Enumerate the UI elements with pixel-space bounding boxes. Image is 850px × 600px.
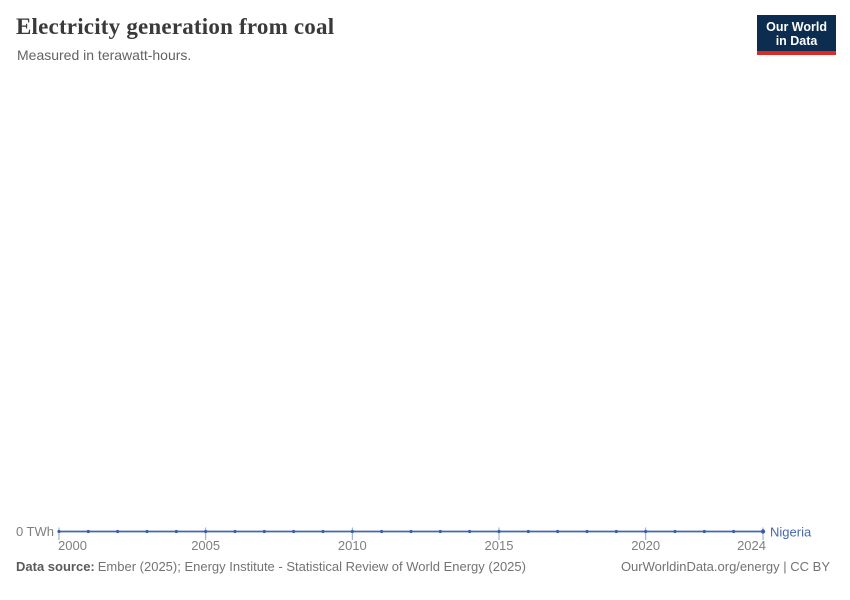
x-axis-tick-label: 2005 [191,538,220,553]
data-point [204,529,208,534]
data-source-note[interactable]: Data source: Ember (2025); Energy Institu… [16,559,526,575]
data-point [644,529,648,534]
data-point [438,529,442,534]
data-point [86,529,90,534]
data-point [556,529,560,534]
data-point [732,529,736,534]
data-point [380,529,384,534]
data-point [145,529,149,534]
x-axis-tick-label: 2010 [338,538,367,553]
data-source-text: Ember (2025); Energy Institute - Statist… [97,559,526,574]
data-point [673,529,677,534]
data-point [526,529,530,534]
page-title: Electricity generation from coal [16,14,335,39]
data-point [585,529,589,534]
data-point [702,529,706,534]
data-point [57,529,61,534]
chart-header: Electricity generation from coal Measure… [16,13,334,64]
data-point [350,529,354,534]
chart-subtitle: Measured in terawatt-hours. [17,47,192,63]
entity-label: Nigeria [770,525,812,540]
data-point [409,529,413,534]
data-point [262,529,266,534]
y-axis-zero-label: 0 TWh [16,524,54,539]
data-point [614,529,618,534]
owid-logo-line1: Our World [766,20,827,34]
data-source-label: Data source: [16,559,95,574]
owid-logo-line2: in Data [775,34,818,48]
x-axis-tick-label: 2024 [737,538,766,553]
x-axis-tick-label: 2000 [58,538,87,553]
chart-footer: Data source: Ember (2025); Energy Institu… [16,546,830,588]
owid-logo: Our World in Data [757,15,836,55]
x-axis-tick-label: 2020 [631,538,660,553]
data-point [116,529,120,534]
data-point [468,529,472,534]
data-point [321,529,325,534]
data-point [292,529,296,534]
credit-link[interactable]: OurWorldinData.org/energy | CC BY [620,559,830,574]
x-axis-tick-label: 2015 [485,538,514,553]
data-point [760,529,766,534]
data-point [233,529,237,534]
data-point [174,529,178,534]
data-point [497,529,501,534]
